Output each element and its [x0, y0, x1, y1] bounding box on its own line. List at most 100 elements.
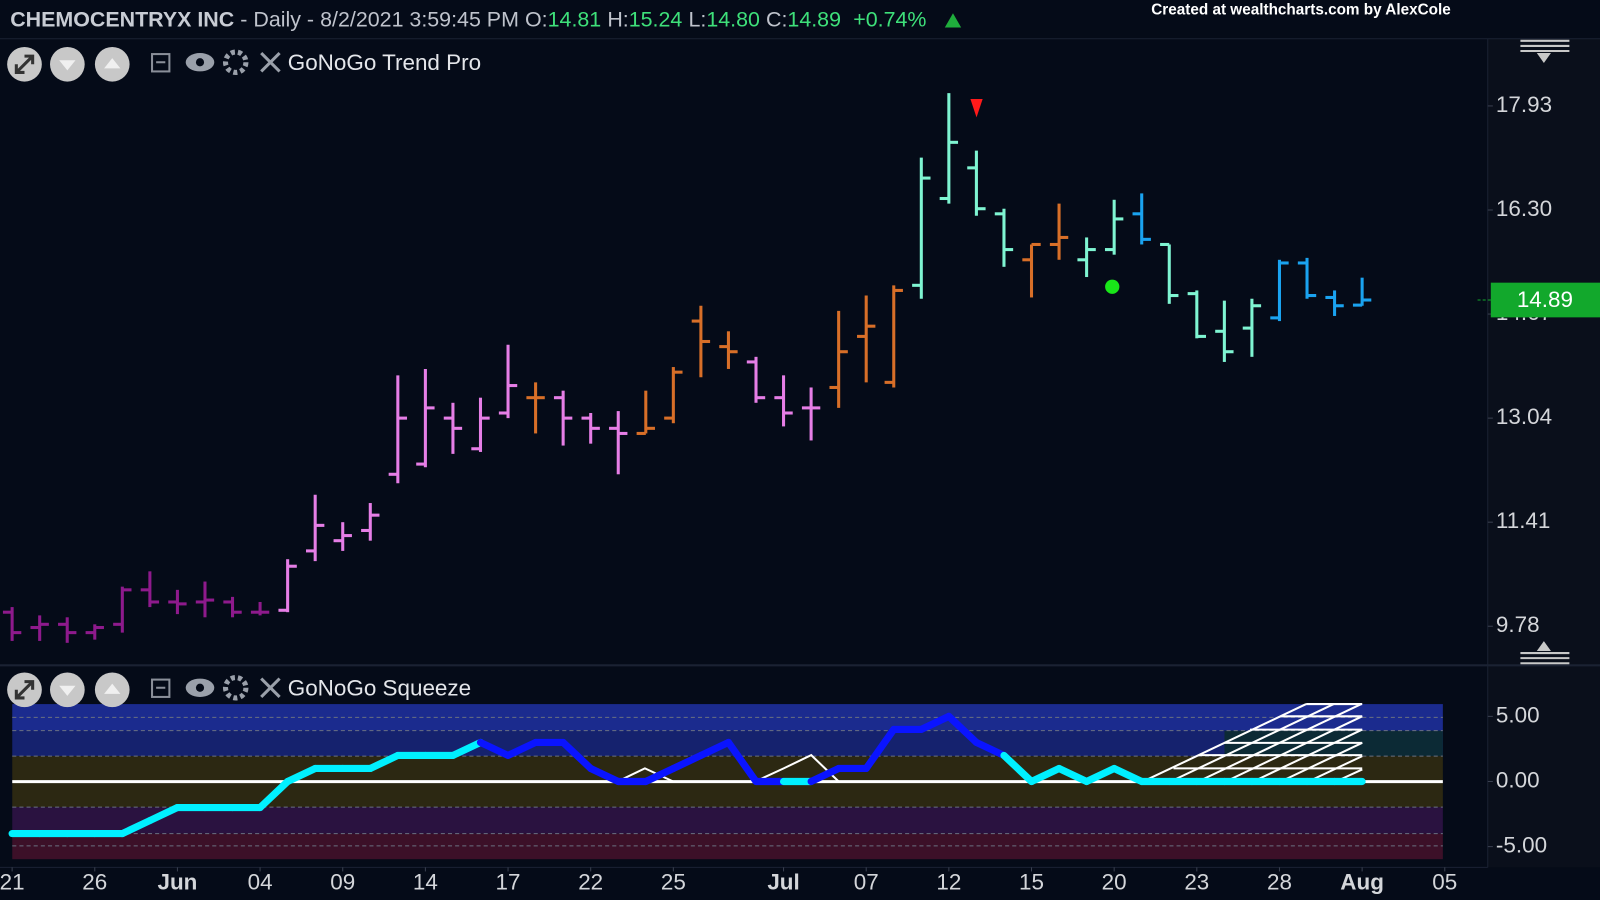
squeeze-segment [697, 738, 733, 760]
squeeze-segment [146, 803, 182, 825]
x-tick-label: 25 [661, 870, 686, 895]
btn-minimize[interactable] [151, 678, 171, 698]
symbol: CHEMOCENTRYX INC [10, 7, 234, 31]
signal-go [1105, 279, 1120, 294]
quote-value: 14.89 [787, 7, 841, 31]
squeeze-grid [616, 703, 1363, 783]
x-tick-label: 22 [578, 870, 603, 895]
quote-name: L: [688, 7, 706, 31]
menu-lines [1520, 652, 1570, 665]
squeeze-segment [945, 712, 980, 746]
quote-name: C: [766, 7, 787, 31]
header: CHEMOCENTRYX INC - Daily -8/2/2021 3:59:4… [10, 7, 926, 31]
band [12, 807, 1443, 834]
icon [59, 60, 76, 71]
x-tick-label: 28 [1267, 870, 1292, 895]
squeeze-segment [807, 764, 843, 786]
x-tick-label: 07 [854, 870, 879, 895]
btn-minimize[interactable] [151, 53, 171, 73]
squeeze-segment [1000, 751, 1036, 786]
icon [14, 680, 35, 700]
squeeze-segment [724, 738, 760, 786]
squeeze-segment [284, 764, 319, 786]
squeeze-segment [862, 725, 898, 773]
x-tick-label: 04 [248, 870, 273, 895]
y-tick-label: 16.30 [1496, 196, 1552, 221]
icon [195, 683, 205, 692]
x-tick-label: 17 [496, 870, 521, 895]
datetime: 8/2/2021 3:59:45 PM [320, 7, 519, 31]
x-tick-label: Jun [157, 870, 197, 895]
change: +0.74% [853, 7, 926, 31]
x-tick-label: 21 [0, 870, 25, 895]
y-tick-label: 17.93 [1496, 92, 1552, 117]
btn-settings[interactable] [222, 49, 249, 75]
last-price-label: 14.89 [1517, 287, 1573, 312]
x-tick-label: Jul [767, 870, 799, 895]
squeeze-segment [669, 751, 705, 773]
y-tick-label: 0.00 [1496, 767, 1540, 792]
squeeze-segment [118, 816, 154, 838]
x-tick-label: 14 [413, 870, 438, 895]
squeeze-segment [1083, 764, 1118, 786]
x-tick-label: 26 [82, 870, 107, 895]
x-tick-label: Aug [1340, 870, 1384, 895]
x-tick-label: 05 [1432, 870, 1457, 895]
squeeze-segment [917, 712, 953, 733]
squeeze-segment [504, 738, 540, 760]
panel-title: GoNoGo Squeeze [288, 676, 471, 701]
toolbar-trend [7, 46, 281, 82]
x-tick-label: 12 [936, 870, 961, 895]
x-tick-label: 09 [330, 870, 355, 895]
icon [104, 58, 121, 69]
squeeze-segment [559, 738, 595, 773]
squeeze-segment [476, 738, 512, 760]
marks [2, 93, 1372, 838]
squeeze-segment [256, 777, 292, 812]
x-tick-label: 23 [1184, 870, 1209, 895]
squeeze-segment [366, 751, 402, 773]
y-tick-label: 5.00 [1496, 702, 1540, 727]
squeeze-segment [1110, 764, 1146, 786]
squeeze-segment [1027, 764, 1063, 786]
squeeze-segment [642, 764, 677, 786]
btn-close[interactable] [260, 51, 281, 73]
y-tick-label: 13.04 [1496, 404, 1552, 429]
btn-settings[interactable] [222, 675, 249, 701]
x-tick-label: 15 [1019, 870, 1044, 895]
credit: Created at wealthcharts.com by AlexCole [1151, 1, 1451, 18]
quote-name: H: [607, 7, 628, 31]
squeeze-segment [587, 764, 622, 786]
quote-name: O: [525, 7, 548, 31]
axis-menu[interactable] [1520, 39, 1570, 665]
menu-lines [1520, 39, 1570, 53]
toolbar-squeeze [7, 672, 281, 708]
grid-d [1142, 703, 1363, 783]
menu-arrow [1536, 641, 1551, 652]
icon [14, 54, 35, 74]
x-tick-label: 20 [1102, 870, 1127, 895]
y-tick-label: 9.78 [1496, 612, 1540, 637]
quote-value: 15.24 [629, 7, 683, 31]
quote-value: 14.80 [706, 7, 760, 31]
icon [104, 683, 121, 694]
y-tick-label: 11.41 [1496, 508, 1550, 533]
up-arrow [944, 13, 962, 28]
menu-arrow [1536, 53, 1551, 63]
squeeze-segment [972, 738, 1008, 760]
signal-no-go [970, 98, 983, 118]
panel-title: GoNoGo Trend Pro [288, 50, 481, 75]
squeeze-segment [449, 738, 485, 760]
axis-area [1487, 38, 1600, 868]
squeeze-triangles [616, 753, 840, 783]
icon [195, 58, 205, 67]
btn-close[interactable] [260, 677, 281, 699]
y-tick-label: -5.00 [1496, 833, 1547, 858]
interval: - Daily - [240, 7, 314, 31]
icon [59, 685, 76, 696]
last-price-box [1490, 282, 1600, 318]
squeeze-segment [1055, 764, 1091, 786]
quote-value: 14.81 [548, 7, 602, 31]
